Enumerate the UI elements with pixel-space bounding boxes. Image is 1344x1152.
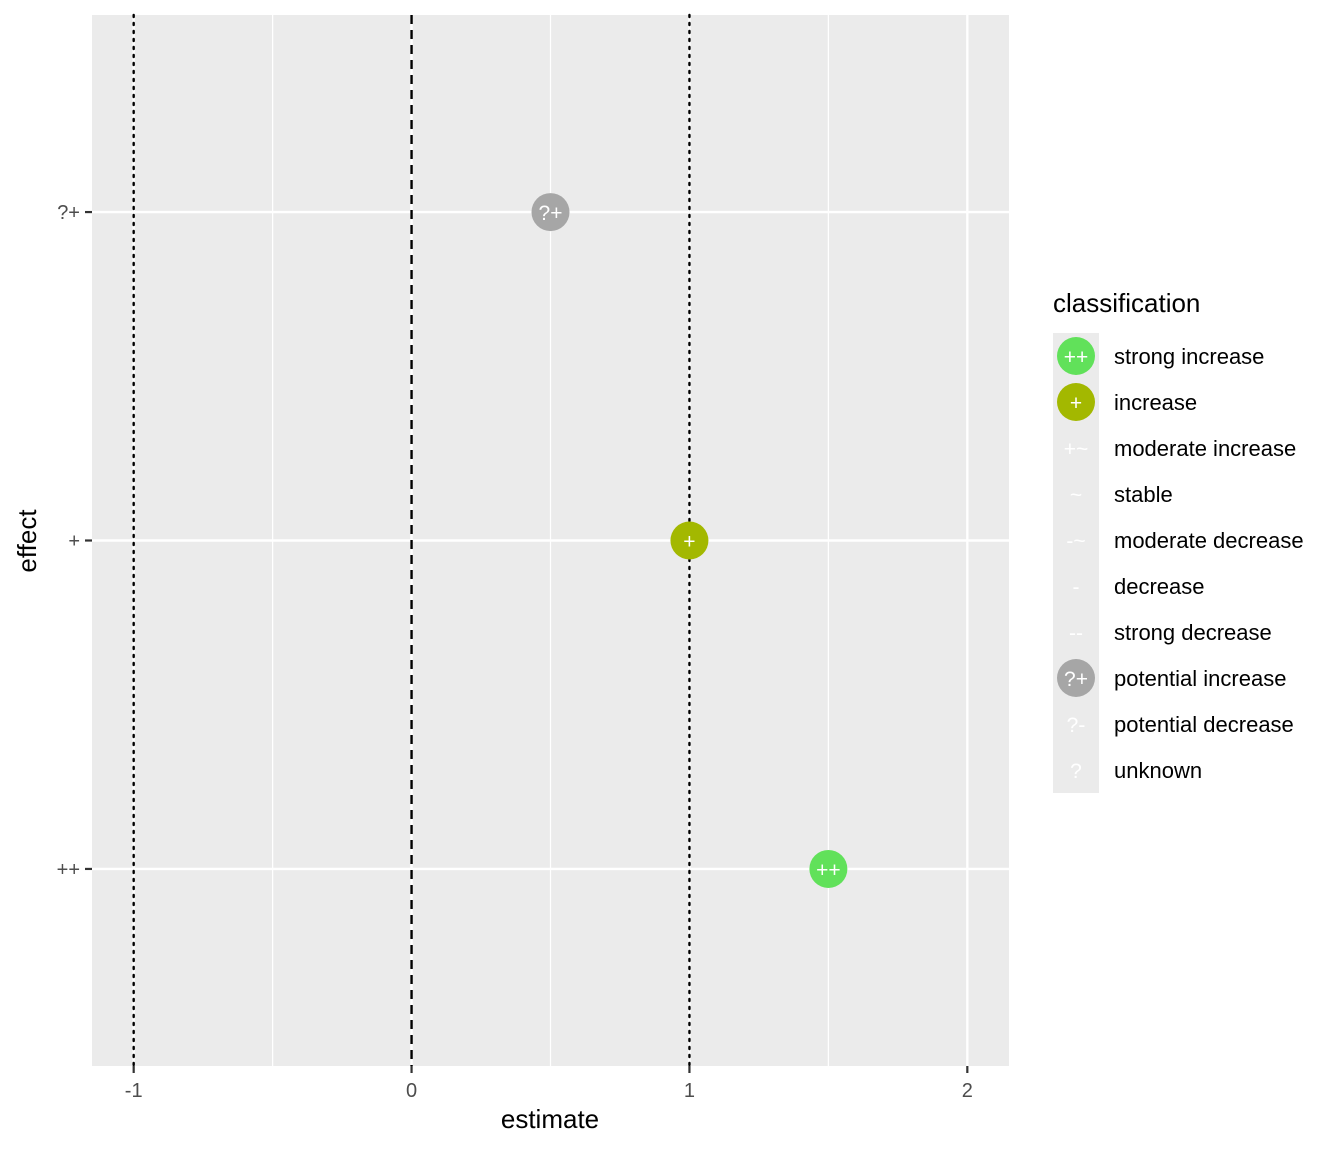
data-points: ?++++ [531, 193, 848, 888]
x-tick-label: 2 [962, 1080, 973, 1102]
data-point: ?+ [531, 193, 570, 232]
legend-item: - decrease [1073, 574, 1205, 599]
data-point-marker [809, 849, 848, 888]
legend-title: classification [1053, 288, 1200, 318]
legend-key-symbol: + [1070, 392, 1082, 415]
legend-item: ?- potential decrease [1067, 712, 1294, 737]
data-point-marker [531, 193, 570, 232]
data-point: + [670, 521, 709, 560]
y-tick-label: ++ [57, 859, 80, 881]
legend-item: + increase [1057, 383, 1197, 421]
legend-item-label: decrease [1114, 574, 1205, 599]
legend-item: -~ moderate decrease [1066, 528, 1303, 553]
legend-item: -- strong decrease [1069, 620, 1272, 645]
legend-item: ++ strong increase [1057, 337, 1264, 375]
data-point: ++ [809, 849, 848, 888]
legend-item: ? unknown [1070, 758, 1202, 783]
legend-key-marker [1057, 337, 1095, 375]
reference-lines [132, 13, 691, 1068]
legend-key-symbol: -- [1069, 622, 1083, 645]
legend-key-symbol: ?- [1067, 714, 1086, 737]
legend-key-marker [1057, 659, 1095, 697]
legend-item: ~ stable [1070, 482, 1173, 507]
legend-item-label: moderate decrease [1114, 528, 1304, 553]
x-tick-label: -1 [125, 1080, 143, 1102]
legend-item: +~ moderate increase [1064, 436, 1296, 461]
legend-item-label: potential increase [1114, 666, 1286, 691]
legend-item-label: increase [1114, 390, 1197, 415]
x-tick-label: 0 [406, 1080, 417, 1102]
y-tick-label: ?+ [57, 202, 80, 224]
legend-item-label: stable [1114, 482, 1173, 507]
legend-item: ?+ potential increase [1057, 659, 1286, 697]
x-axis: -1 0 1 2 [125, 1066, 973, 1102]
legend-key-symbol: -~ [1066, 530, 1085, 553]
y-axis-title: effect [12, 509, 42, 573]
y-tick-label: + [68, 531, 80, 553]
legend-key-symbol: ? [1070, 760, 1082, 783]
data-point-label: + [683, 531, 695, 554]
data-point-marker [670, 521, 709, 560]
legend-item-label: potential decrease [1114, 712, 1294, 737]
legend-item-label: unknown [1114, 758, 1202, 783]
legend-key-symbol: +~ [1064, 438, 1089, 461]
legend-item-label: strong increase [1114, 344, 1264, 369]
legend-key-symbol: ~ [1070, 484, 1082, 507]
data-point-label: ++ [816, 859, 841, 882]
legend-item-label: strong decrease [1114, 620, 1272, 645]
legend: classification ++ strong increase + increas… [1053, 288, 1304, 793]
y-axis: +++?+ [57, 202, 92, 881]
data-point-label: ?+ [539, 202, 563, 225]
legend-key-symbol: ++ [1064, 346, 1089, 369]
x-tick-label: 1 [684, 1080, 695, 1102]
legend-key-symbol: - [1073, 576, 1080, 599]
legend-key-marker [1057, 383, 1095, 421]
legend-key-symbol: ?+ [1064, 668, 1088, 691]
x-axis-title: estimate [501, 1104, 599, 1134]
legend-item-label: moderate increase [1114, 436, 1296, 461]
